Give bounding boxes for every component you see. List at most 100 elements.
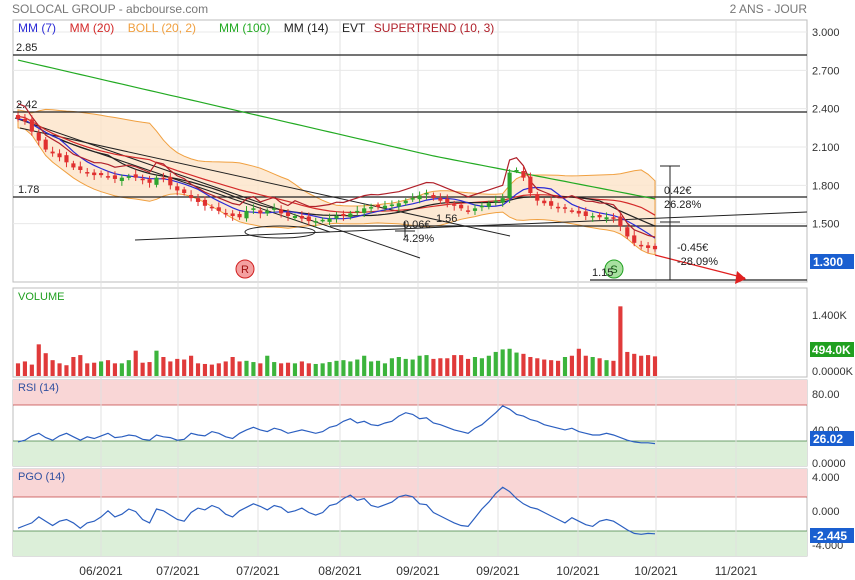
volume-bar <box>306 363 311 376</box>
candle-body <box>555 206 561 209</box>
r-marker-icon <box>235 259 255 279</box>
indicator-legend: MM (7) MM (20) BOLL (20, 2) MM (100) MM (14)… <box>18 21 494 35</box>
volume-bar <box>645 355 651 376</box>
legend-item[interactable]: MM (7) <box>18 21 56 35</box>
candle-body <box>583 211 588 216</box>
volume-tick-top: 1.400K <box>812 310 848 322</box>
candle-body <box>424 193 429 195</box>
volume-bar <box>147 362 152 376</box>
volume-bar <box>389 358 394 376</box>
candle-body <box>299 216 304 219</box>
candle-body <box>438 198 443 201</box>
x-tick-label: 10/2021 <box>634 564 678 578</box>
volume-bar <box>459 355 464 376</box>
candle-body <box>403 200 408 204</box>
candle-body <box>569 210 574 212</box>
volume-badge <box>810 342 854 357</box>
volume-bar <box>486 355 491 376</box>
chart-title: SOLOCAL GROUP - abcbourse.com <box>12 2 208 16</box>
volume-bar <box>50 360 55 376</box>
legend-item[interactable]: MM (14) <box>284 21 329 35</box>
legend-item[interactable]: BOLL (20, 2) <box>128 21 196 35</box>
volume-bar <box>355 359 360 376</box>
trend-line-2 <box>19 127 511 237</box>
level-label-2-42: 2.42 <box>16 99 37 111</box>
down-abs: -0.45€ <box>677 242 708 254</box>
volume-bar <box>341 360 346 376</box>
volume-bar <box>279 363 284 376</box>
x-tick-label: 06/2021 <box>79 564 123 578</box>
candle-body <box>195 198 201 202</box>
volume-bar <box>465 358 471 376</box>
legend-item[interactable]: MM (20) <box>70 21 115 35</box>
volume-bar <box>348 361 353 376</box>
candle-body <box>230 213 235 216</box>
volume-bar <box>154 350 159 376</box>
candle-body <box>645 245 651 248</box>
volume-tick-zero: 0.0000K <box>812 366 854 378</box>
trend-line-3 <box>134 211 808 241</box>
candle-body <box>202 199 208 206</box>
bollinger-band <box>17 108 656 256</box>
pgo-badge <box>810 528 854 543</box>
candle-body <box>251 208 256 210</box>
candle-body <box>486 203 491 207</box>
volume-bar <box>230 357 235 376</box>
legend-item[interactable]: SUPERTREND (10, 3) <box>374 21 494 35</box>
candle-body <box>285 212 291 216</box>
candle-body <box>209 206 214 209</box>
rsi-oversold-zone <box>13 441 807 466</box>
s-marker-label: S <box>610 264 617 276</box>
candle-body <box>244 210 249 219</box>
volume-bar <box>92 362 97 376</box>
mid-var-abs: 0.06€ <box>403 219 431 231</box>
r-marker-label: R <box>241 264 249 276</box>
candle-body <box>590 216 595 218</box>
period-label[interactable]: 2 ANS - JOUR <box>730 2 808 16</box>
volume-bar <box>202 363 208 376</box>
volume-bar <box>78 355 83 376</box>
legend-item[interactable]: MM (100) <box>219 21 270 35</box>
volume-bar <box>175 358 180 376</box>
rsi-badge <box>810 431 854 446</box>
volume-bar <box>313 363 318 376</box>
candle-body <box>43 139 48 150</box>
x-tick-label: 07/2021 <box>156 564 200 578</box>
volume-bar <box>299 361 304 376</box>
volume-bar <box>119 363 124 376</box>
volume-bar <box>500 349 505 376</box>
volume-bar <box>369 361 374 376</box>
candle-body <box>597 214 602 218</box>
volume-bar <box>507 348 512 376</box>
mm20-line <box>17 115 656 216</box>
candle-body <box>334 216 339 219</box>
volume-bar <box>493 351 498 376</box>
candle-body <box>272 208 277 210</box>
volume-bar <box>652 356 658 376</box>
candle-body <box>355 210 360 213</box>
candle-body <box>369 207 374 209</box>
volume-bar <box>251 362 256 376</box>
volume-bar <box>320 363 325 376</box>
price-tick: 2.400 <box>812 104 840 116</box>
candle-body <box>445 198 450 204</box>
candle-body <box>265 210 270 214</box>
candle-body <box>216 207 221 211</box>
projection-arrow-head <box>735 271 746 284</box>
legend-item[interactable]: EVT <box>342 21 366 35</box>
current-rsi: 26.02 <box>813 432 843 446</box>
candle-body <box>375 205 381 208</box>
volume-bar <box>133 350 138 376</box>
volume-bar <box>521 353 526 376</box>
candle-body <box>348 213 353 218</box>
current-volume: 494.0K <box>812 343 851 357</box>
candle-body <box>189 195 194 199</box>
candle-body <box>465 210 471 212</box>
pgo-tick-0: 0.000 <box>812 506 840 518</box>
candle-body <box>237 213 242 218</box>
volume-bar <box>105 360 111 376</box>
candle-body <box>147 179 152 183</box>
candle-body <box>112 175 118 179</box>
volume-bar <box>223 361 228 376</box>
